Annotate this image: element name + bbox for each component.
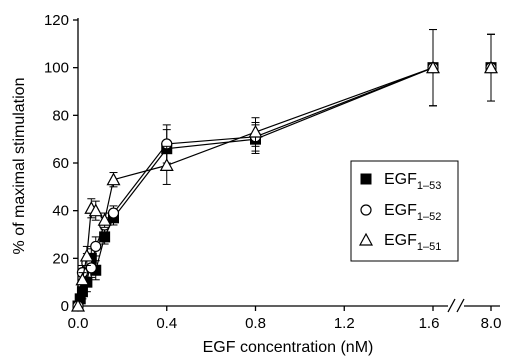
y-tick-label: 60 [52, 155, 69, 172]
x-tick-label: 8.0 [481, 315, 502, 332]
y-tick-label: 20 [52, 250, 69, 267]
x-axis-title: EGF concentration (nM) [203, 339, 374, 356]
legend-label-main: EGF [384, 202, 417, 219]
x-tick-label: 0.0 [68, 315, 89, 332]
x-tick-label: 0.8 [245, 315, 266, 332]
x-tick-label: 0.4 [156, 315, 177, 332]
data-point-triangle [248, 124, 263, 138]
data-point-triangle [79, 248, 94, 262]
series-layer [70, 29, 499, 312]
y-axis-title: % of maximal stimulation [11, 78, 28, 255]
legend-label-subscript: 1–53 [417, 180, 441, 192]
legend-label: EGF1–52 [384, 202, 441, 223]
legend-item-1–51: EGF1–51 [358, 232, 441, 253]
legend-item-1–53: EGF1–53 [360, 171, 441, 192]
data-point-circle [90, 240, 102, 253]
y-tick-label: 0 [61, 298, 69, 315]
data-point-circle [107, 207, 120, 219]
y-tick-label: 100 [44, 60, 69, 77]
x-axis-break-mark [447, 298, 456, 313]
x-tick-label: 1.6 [419, 315, 440, 332]
y-tick-label: 40 [52, 203, 69, 220]
data-point-square [360, 173, 372, 185]
data-point-triangle [483, 60, 499, 74]
series-1–51 [70, 29, 499, 312]
legend-label-main: EGF [384, 232, 417, 249]
data-point-triangle [70, 298, 86, 312]
data-point-triangle [358, 232, 374, 246]
data-point-triangle [106, 172, 121, 186]
legend-label: EGF1–53 [384, 171, 441, 192]
data-point-triangle [75, 272, 90, 286]
data-point-circle [360, 204, 372, 216]
legend-label: EGF1–51 [384, 232, 441, 253]
legend-label-subscript: 1–52 [417, 211, 441, 223]
legend-item-1–52: EGF1–52 [360, 202, 441, 223]
x-axis-break-mark [456, 298, 465, 313]
data-point-triangle [97, 212, 112, 226]
data-point-triangle [88, 203, 103, 217]
legend-label-subscript: 1–51 [417, 241, 441, 253]
y-tick-label: 80 [52, 107, 69, 124]
data-point-circle [85, 262, 97, 274]
x-tick-label: 1.2 [334, 315, 355, 332]
data-point-triangle [159, 158, 174, 171]
legend-label-main: EGF [384, 171, 417, 188]
data-point-triangle [425, 60, 441, 74]
y-tick-label: 120 [44, 12, 69, 29]
